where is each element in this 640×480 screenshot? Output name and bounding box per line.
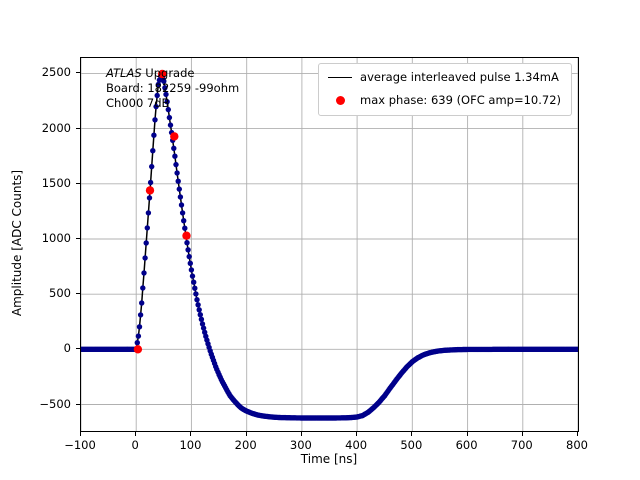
dot-sample-icon — [335, 96, 345, 105]
legend-entry-maxphase: max phase: 639 (OFC amp=10.72) — [328, 90, 561, 109]
legend-label-pulse: average interleaved pulse 1.34mA — [360, 70, 559, 84]
x-axis-label: Time [ns] — [300, 452, 358, 466]
x-tick-label: 700 — [510, 438, 533, 452]
x-tick-label: 600 — [455, 438, 478, 452]
legend-label-maxphase: max phase: 639 (OFC amp=10.72) — [360, 92, 561, 107]
x-tick-mark — [245, 432, 247, 436]
x-tick-label: 400 — [345, 438, 368, 452]
x-tick-mark — [356, 432, 358, 436]
x-tick-label: 0 — [131, 438, 139, 452]
x-tick-mark — [466, 432, 468, 436]
annotation-upgrade: Upgrade — [141, 66, 195, 80]
annotation-text: ATLAS Upgrade Board: 182259 -99ohm Ch000… — [106, 66, 239, 111]
y-tick-label: 2000 — [41, 120, 71, 135]
y-tick-label: 1500 — [41, 175, 71, 190]
y-tick-mark — [76, 348, 80, 350]
y-tick-label: 1000 — [41, 230, 71, 245]
y-tick-mark — [76, 127, 80, 129]
x-tick-label: 300 — [289, 438, 312, 452]
x-tick-mark — [300, 432, 302, 436]
y-tick-label: 500 — [49, 286, 71, 301]
x-tick-mark — [190, 432, 192, 436]
x-tick-label: 100 — [179, 438, 202, 452]
y-tick-label: 0 — [63, 341, 71, 356]
x-tick-label: 800 — [566, 438, 588, 452]
x-tick-label: 500 — [400, 438, 423, 452]
x-tick-mark — [135, 432, 137, 436]
x-tick-label: 200 — [234, 438, 257, 452]
y-tick-mark — [76, 237, 80, 239]
plot-area: ATLAS Upgrade Board: 182259 -99ohm Ch000… — [80, 57, 579, 432]
y-tick-label: −500 — [39, 396, 71, 411]
annotation-line-2: Board: 182259 -99ohm — [106, 81, 240, 95]
plot-canvas — [81, 58, 578, 431]
x-tick-mark — [577, 432, 578, 436]
x-tick-label: −100 — [64, 438, 96, 452]
y-tick-mark — [76, 182, 80, 184]
line-sample-icon — [328, 76, 353, 78]
x-tick-mark — [80, 432, 81, 436]
y-axis-label: Amplitude [ADC Counts] — [10, 169, 24, 317]
annotation-line-3: Ch000 7dB — [106, 96, 170, 110]
dot-sample-wrap — [328, 90, 352, 109]
legend: average interleaved pulse 1.34mA max pha… — [318, 63, 572, 116]
y-tick-label: 2500 — [41, 65, 71, 80]
x-tick-mark — [411, 432, 413, 436]
y-tick-mark — [76, 293, 80, 295]
y-tick-mark — [76, 72, 80, 74]
annotation-atlas: ATLAS — [106, 66, 142, 80]
y-tick-mark — [76, 403, 80, 405]
x-tick-mark — [521, 432, 523, 436]
annotation-line-1: ATLAS Upgrade — [106, 66, 239, 81]
legend-entry-pulse: average interleaved pulse 1.34mA — [328, 70, 561, 84]
